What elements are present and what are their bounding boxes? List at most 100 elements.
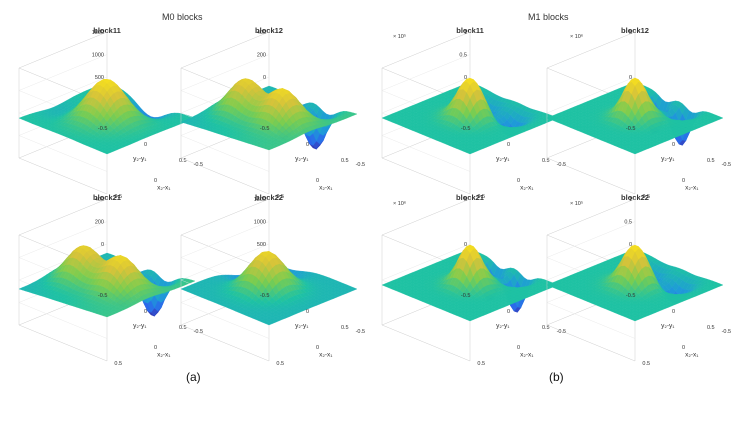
m1-group-title: M1 blocks (528, 12, 569, 22)
x-axis-label: y₂-y₁ (295, 156, 309, 163)
y-tick-label: 0 (517, 178, 520, 184)
surface-patch (103, 151, 111, 155)
y-axis-label: x₂-x₁ (319, 351, 333, 358)
z-tick-label: 1 (464, 30, 467, 36)
surface-mesh (180, 251, 358, 326)
surface-mesh (18, 79, 196, 155)
z-tick-label: 500 (95, 75, 104, 81)
z-exponent-label: × 10⁶ (570, 33, 583, 40)
x-tick-label: 0.5 (707, 158, 715, 164)
panel-m1-block21: block21× 10⁶50-50.50-0.5-0.500.5y₂-y₁x₂-… (381, 193, 566, 367)
surface-patch (466, 318, 474, 322)
z-tick-label: 0.5 (624, 220, 632, 226)
y-tick-label: 0 (316, 178, 319, 184)
y-tick-label: -0.5 (194, 329, 203, 335)
panel-m0-block22: block22150010005000-5000.50-0.5-0.500.5y… (180, 193, 365, 367)
surface-svg: block124002000-200-4000.50-0.5-0.500.5y₂… (180, 26, 365, 200)
x-tick-label: 0.5 (179, 158, 187, 164)
panel-m0-block12: block124002000-200-4000.50-0.5-0.500.5y₂… (180, 26, 365, 200)
plot-title: block21 (456, 193, 484, 202)
surface-mesh (546, 244, 724, 322)
x-tick-label: 0.5 (341, 325, 349, 331)
z-tick-label: 0 (101, 242, 104, 248)
z-tick-label: 500 (257, 242, 266, 248)
z-exponent-label: × 10⁵ (570, 200, 583, 207)
x-tick-label: -0.5 (461, 126, 470, 132)
surface-patch (265, 147, 273, 151)
y-tick-label: 0.5 (276, 361, 284, 367)
panel-m0-block21: block214002000-200-4000.50-0.5-0.500.5y₂… (18, 193, 203, 367)
x-tick-label: -0.5 (260, 126, 269, 132)
surface-svg: block214002000-200-4000.50-0.5-0.500.5y₂… (18, 193, 203, 367)
axis-box-line (381, 198, 471, 236)
x-tick-label: -0.5 (260, 293, 269, 299)
x-axis-label: y₂-y₁ (133, 323, 147, 330)
z-tick-label: 400 (257, 30, 266, 36)
panel-m0-block11: block11150010005000-5000.50-0.5-0.500.5y… (18, 26, 203, 200)
z-tick-label: 1000 (92, 53, 104, 59)
surface-mesh (381, 244, 559, 322)
surface-svg: block22150010005000-5000.50-0.5-0.500.5y… (180, 193, 365, 367)
z-tick-label: 5 (464, 197, 467, 203)
axis-box-line (180, 31, 270, 69)
surface-mesh (18, 245, 196, 318)
x-tick-label: 0.5 (542, 158, 550, 164)
y-tick-label: 0.5 (477, 361, 485, 367)
axis-box-line (381, 324, 471, 362)
y-tick-label: 0 (154, 345, 157, 351)
z-tick-label: 1500 (254, 197, 266, 203)
y-axis-label: x₂-x₁ (319, 184, 333, 191)
panel-m1-block11: block11× 10⁵10.50-0.5-10.50-0.5-0.500.5y… (381, 26, 566, 200)
surface-mesh (180, 78, 358, 151)
x-axis-label: y₂-y₁ (496, 156, 510, 163)
z-tick-label: 200 (257, 53, 266, 59)
surface-svg: block22× 10⁵10.50-0.5-10.50-0.5-0.500.5y… (546, 193, 731, 367)
surface-patch (466, 151, 474, 155)
surface-svg: block11× 10⁵10.50-0.5-10.50-0.5-0.500.5y… (381, 26, 566, 200)
z-tick-label: 0 (464, 75, 467, 81)
plot-title: block12 (621, 26, 649, 35)
x-tick-label: -0.5 (626, 126, 635, 132)
y-tick-label: 0.5 (477, 194, 485, 200)
y-tick-label: 0 (154, 178, 157, 184)
x-tick-label: -0.5 (461, 293, 470, 299)
x-tick-label: -0.5 (98, 293, 107, 299)
x-axis-label: y₂-y₁ (133, 156, 147, 163)
x-tick-label: -0.5 (98, 126, 107, 132)
y-tick-label: -0.5 (356, 162, 365, 168)
y-tick-label: -0.5 (194, 162, 203, 168)
y-tick-label: 0.5 (114, 194, 122, 200)
x-tick-label: 0 (144, 309, 147, 315)
panel-m1-block12: block12× 10⁶50-50.50-0.5-0.500.5y₂-y₁x₂-… (546, 26, 731, 200)
z-tick-label: 0 (464, 242, 467, 248)
y-tick-label: -0.5 (356, 329, 365, 335)
z-tick-label: 1 (629, 197, 632, 203)
z-tick-label: 200 (95, 220, 104, 226)
z-tick-label: 0 (629, 242, 632, 248)
y-tick-label: 0 (682, 178, 685, 184)
surface-svg: block11150010005000-5000.50-0.5-0.500.5y… (18, 26, 203, 200)
axis-box-line (180, 198, 270, 236)
z-tick-label: 400 (95, 197, 104, 203)
surface-patch (631, 151, 639, 155)
x-tick-label: 0 (507, 142, 510, 148)
x-tick-label: 0 (306, 142, 309, 148)
axis-box-line (18, 157, 108, 195)
plot-title: block22 (621, 193, 649, 202)
axis-box-line (546, 31, 636, 69)
z-tick-label: 0.5 (459, 53, 467, 59)
z-tick-label: 0 (629, 75, 632, 81)
z-tick-label: 5 (629, 30, 632, 36)
z-tick-label: 1500 (92, 30, 104, 36)
surface-mesh (381, 77, 559, 155)
y-axis-label: x₂-x₁ (157, 351, 171, 358)
y-tick-label: 0.5 (114, 361, 122, 367)
y-axis-label: x₂-x₁ (520, 184, 534, 191)
x-tick-label: 0 (672, 142, 675, 148)
y-tick-label: -0.5 (557, 329, 566, 335)
axis-box-line (18, 324, 108, 362)
z-exponent-label: × 10⁵ (393, 33, 406, 40)
y-tick-label: 0.5 (642, 194, 650, 200)
y-axis-label: x₂-x₁ (685, 184, 699, 191)
x-tick-label: 0.5 (179, 325, 187, 331)
